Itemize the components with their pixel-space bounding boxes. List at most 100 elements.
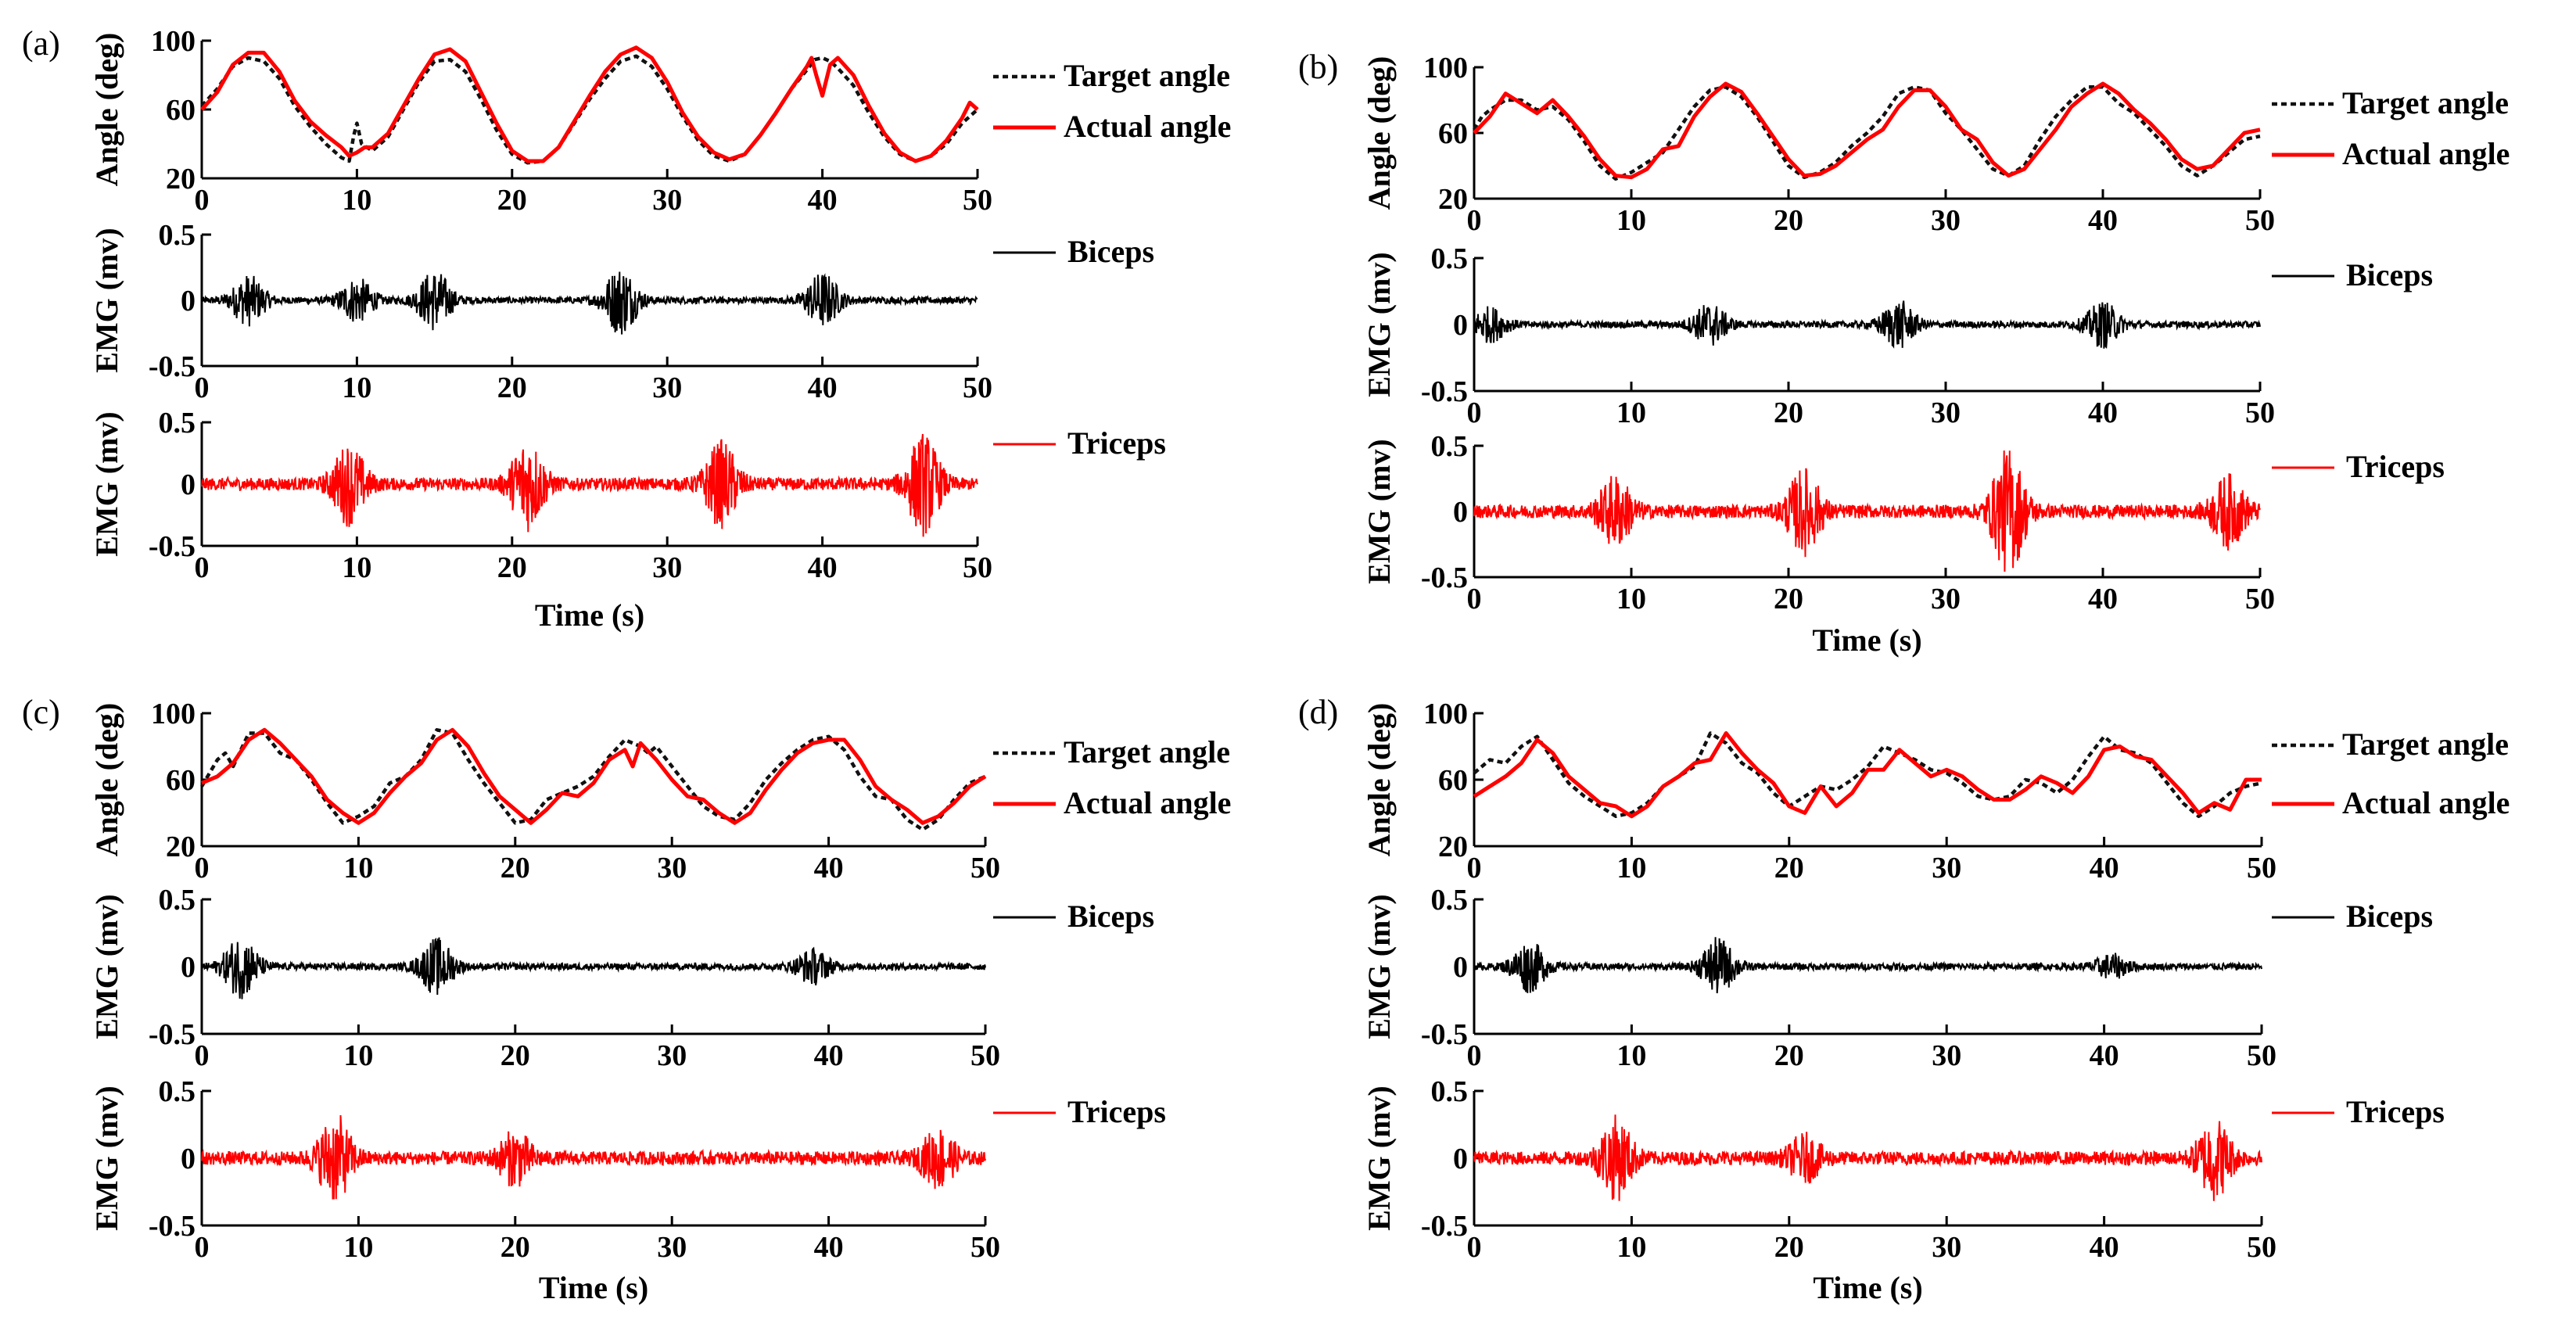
x-tick-label: 0: [1467, 583, 1482, 615]
triceps-emg-trace: [1473, 1114, 2262, 1201]
y-tick-label: 100: [1423, 52, 1468, 84]
x-tick-label: 20: [500, 852, 530, 884]
y-tick-label: 0: [181, 951, 196, 984]
y-tick-label: 100: [151, 698, 196, 730]
y-tick-label: 0.5: [159, 219, 196, 252]
x-tick-label: 50: [2247, 1039, 2276, 1072]
y-tick-label: 0: [1453, 951, 1468, 984]
x-tick-label: 50: [2247, 1231, 2276, 1264]
legend-target-label: Target angle: [2342, 727, 2509, 762]
x-axis-label: Time (s): [1813, 1270, 1922, 1305]
target-angle-line: [1473, 84, 2261, 181]
x-tick-label: 40: [808, 184, 838, 217]
x-tick-label: 40: [808, 371, 838, 404]
x-tick-label: 30: [652, 551, 682, 584]
x-tick-label: 40: [2090, 1231, 2119, 1264]
x-tick-label: 40: [808, 551, 838, 584]
y-tick-label: 20: [166, 163, 196, 196]
x-tick-label: 0: [1467, 1039, 1482, 1072]
y-axis-label: EMG (mv): [89, 1085, 124, 1231]
y-tick-label: 0: [1453, 309, 1468, 342]
x-tick-label: 10: [1616, 583, 1646, 615]
x-tick-label: 50: [2245, 396, 2275, 429]
y-tick-label: -0.5: [1421, 1210, 1468, 1243]
angle-subplot: 20 60 100 0 10 20 30 40 50 Angle (deg) Target angl…: [1362, 698, 2510, 884]
x-tick-label: 30: [1932, 852, 1961, 884]
legend-biceps-label: Biceps: [2346, 257, 2433, 292]
legend-target-label: Target angle: [1064, 734, 1230, 770]
x-tick-label: 10: [1616, 396, 1646, 429]
x-tick-label: 20: [497, 184, 527, 217]
panel-label: (d): [1298, 693, 1338, 731]
x-tick-label: 20: [500, 1231, 530, 1264]
x-tick-label: 50: [963, 184, 992, 217]
x-tick-label: 10: [1616, 1039, 1646, 1072]
x-tick-label: 40: [2088, 583, 2118, 615]
x-tick-label: 50: [970, 852, 1000, 884]
y-tick-label: 100: [151, 25, 196, 58]
x-tick-label: 40: [2090, 852, 2119, 884]
biceps-emg-trace: [1473, 937, 2262, 994]
angle-subplot: 20 60 100 0 10 20 30 40 50 Angle (deg) Target angl…: [89, 25, 1231, 217]
y-tick-label: 100: [1423, 698, 1468, 730]
panel-label: (b): [1298, 48, 1338, 86]
y-axis-label: EMG (mv): [1362, 439, 1397, 584]
x-tick-label: 0: [195, 1231, 210, 1264]
y-tick-label: 60: [166, 94, 196, 127]
x-tick-label: 0: [1467, 1231, 1482, 1264]
x-tick-label: 30: [1931, 396, 1961, 429]
y-tick-label: 0: [181, 285, 196, 318]
y-tick-label: 60: [166, 764, 196, 797]
x-tick-label: 50: [963, 551, 992, 584]
x-tick-label: 0: [195, 852, 210, 884]
target-angle-line: [200, 54, 979, 165]
y-axis-label: Angle (deg): [1362, 56, 1397, 210]
x-tick-label: 10: [1616, 852, 1646, 884]
legend-actual-label: Actual angle: [2342, 785, 2510, 820]
y-axis-label: EMG (mv): [89, 411, 124, 557]
x-tick-label: 10: [342, 371, 371, 404]
x-tick-label: 40: [2088, 204, 2118, 237]
legend-triceps-label: Triceps: [1067, 425, 1166, 461]
x-tick-label: 10: [343, 852, 373, 884]
x-tick-label: 30: [657, 852, 687, 884]
legend-target-label: Target angle: [2342, 85, 2509, 120]
actual-angle-line: [1473, 731, 2262, 819]
x-tick-label: 50: [2245, 583, 2275, 615]
x-axis-label: Time (s): [1812, 623, 1921, 658]
y-tick-label: -0.5: [1421, 562, 1468, 594]
y-axis-label: EMG (mv): [89, 894, 124, 1039]
y-axis-label: EMG (mv): [89, 228, 124, 373]
y-tick-label: 20: [166, 831, 196, 863]
x-tick-label: 0: [1467, 852, 1482, 884]
y-axis-label: Angle (deg): [89, 33, 124, 187]
x-tick-label: 10: [343, 1039, 373, 1072]
legend-biceps-label: Biceps: [2346, 899, 2433, 934]
panel-label: (c): [22, 693, 60, 731]
y-tick-label: 20: [1438, 831, 1468, 863]
x-tick-label: 20: [497, 371, 527, 404]
x-tick-label: 10: [1616, 1231, 1646, 1264]
x-axis-label: Time (s): [539, 1270, 648, 1305]
x-tick-label: 20: [1774, 396, 1803, 429]
legend-target-label: Target angle: [1064, 58, 1230, 93]
actual-angle-line: [201, 727, 987, 825]
x-tick-label: 50: [2245, 204, 2275, 237]
y-axis-label: Angle (deg): [89, 703, 124, 857]
y-tick-label: -0.5: [149, 1210, 196, 1243]
x-tick-label: 40: [814, 852, 844, 884]
legend: Target angle Actual angle: [2272, 727, 2510, 820]
legend-biceps-label: Biceps: [1067, 234, 1154, 269]
angle-subplot: 20 60 100 0 10 20 30 40 50 Angle (deg) Target angl…: [1362, 52, 2510, 237]
legend: Target angle Actual angle: [2272, 85, 2510, 171]
x-tick-label: 30: [1931, 583, 1961, 615]
y-tick-label: 0.5: [1431, 884, 1469, 917]
